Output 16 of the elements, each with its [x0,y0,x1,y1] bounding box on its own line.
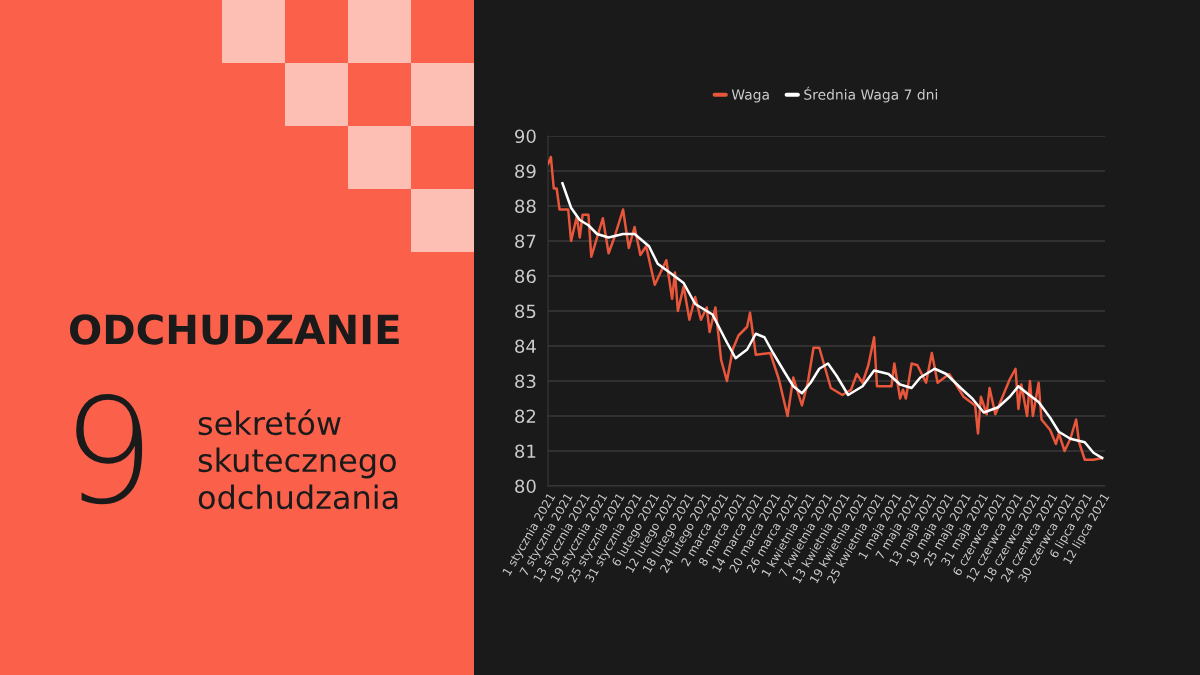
y-tick-label: 84 [515,339,536,354]
y-tick-label: 90 [515,129,536,144]
legend-label: Waga [731,89,769,103]
y-tick-label: 83 [515,374,536,389]
y-tick-label: 81 [515,444,536,459]
y-tick-label: 86 [515,269,536,284]
y-tick-label: 88 [515,199,536,214]
text: ODCHUDZANIE [70,314,399,345]
y-tick-label: 85 [515,304,536,319]
y-tick-label: 89 [515,164,536,179]
legend-label: Średnia Waga 7 dni [804,86,938,103]
text: sekretów skutecznego odchudzania [198,409,398,510]
y-tick-label: 80 [515,479,536,494]
y-tick-label: 82 [515,409,536,424]
y-tick-label: 87 [515,234,536,249]
text: 9 [76,394,143,505]
